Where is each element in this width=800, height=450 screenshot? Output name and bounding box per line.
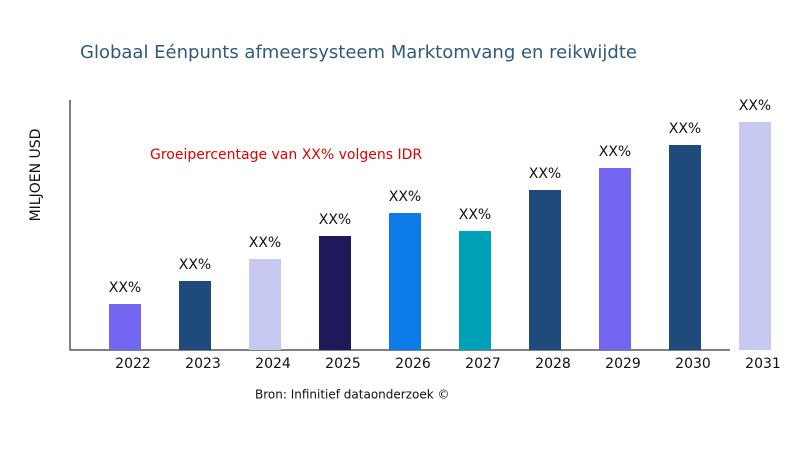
value-label: XX% [249, 235, 281, 251]
bar [599, 168, 631, 350]
value-label: XX% [739, 98, 771, 114]
value-label: XX% [529, 166, 561, 182]
annotation: Groeipercentage van XX% volgens IDR [150, 147, 422, 163]
x-tick-label: 2030 [675, 356, 711, 372]
x-tick-label: 2026 [395, 356, 431, 372]
x-tick-label: 2029 [605, 356, 641, 372]
x-tick-label: 2022 [115, 356, 151, 372]
source: Bron: Infinitief dataonderzoek © [255, 388, 450, 402]
value-label: XX% [319, 212, 351, 228]
value-label: XX% [179, 257, 211, 273]
bar [739, 122, 771, 350]
value-label: XX% [459, 207, 491, 223]
x-tick-label: 2031 [745, 356, 781, 372]
x-tick-label: 2025 [325, 356, 361, 372]
x-tick-label: 2027 [465, 356, 501, 372]
bar [319, 236, 351, 350]
value-label: XX% [109, 280, 141, 296]
bar [529, 190, 561, 350]
bar [179, 281, 211, 350]
bar [669, 145, 701, 350]
y-axis-label: MILJOEN USD [28, 129, 44, 222]
bar [109, 304, 141, 350]
value-label: XX% [669, 121, 701, 137]
x-tick-label: 2028 [535, 356, 571, 372]
bar [459, 231, 491, 350]
bar [389, 213, 421, 350]
x-tick-label: 2023 [185, 356, 221, 372]
x-tick-label: 2024 [255, 356, 291, 372]
value-label: XX% [389, 189, 421, 205]
bar [249, 259, 281, 350]
value-label: XX% [599, 144, 631, 160]
chart-title: Globaal Eénpunts afmeersysteem Marktomva… [80, 42, 637, 63]
